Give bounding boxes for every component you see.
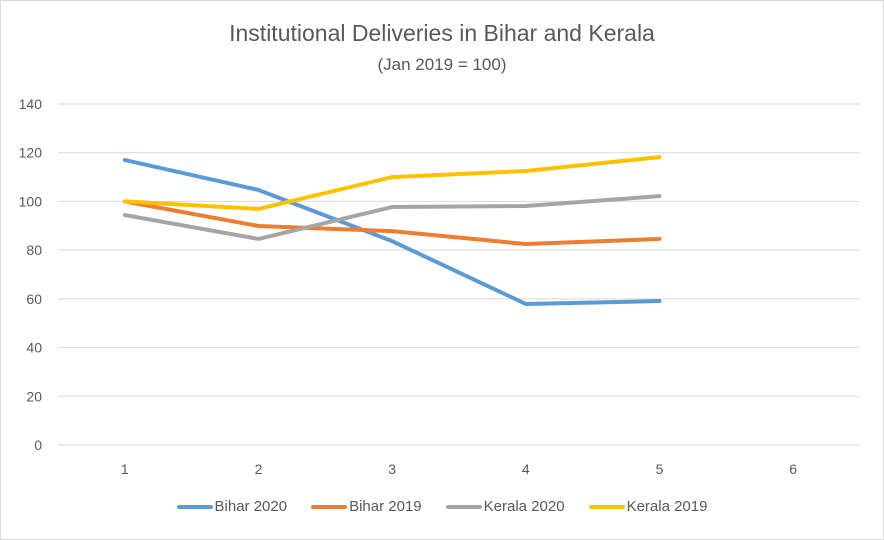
y-tick-label: 40 <box>26 340 42 356</box>
x-tick-label: 3 <box>388 461 396 477</box>
x-tick-label: 2 <box>255 461 263 477</box>
y-tick-label: 120 <box>19 145 43 161</box>
legend-label: Kerala 2020 <box>483 498 565 515</box>
legend-label: Kerala 2019 <box>626 498 708 515</box>
y-tick-label: 100 <box>19 193 43 209</box>
legend-item: Kerala 2019 <box>588 498 708 515</box>
gridlines <box>58 103 860 446</box>
legend-swatch <box>176 504 213 509</box>
x-tick-label: 1 <box>121 461 129 477</box>
legend-swatch <box>588 504 625 509</box>
y-tick-label: 140 <box>19 96 43 112</box>
legend: Bihar 2020 Bihar 2019 Kerala 2020 Kerala 20… <box>0 498 884 515</box>
x-tick-label: 4 <box>522 461 530 477</box>
y-axis-ticks: 0 20 40 60 80 100 120 140 <box>19 96 43 453</box>
chart-subtitle: (Jan 2019 = 100) <box>377 55 507 74</box>
series-lines <box>122 155 662 306</box>
legend-label: Bihar 2019 <box>349 498 422 515</box>
legend-label: Bihar 2020 <box>214 498 288 515</box>
y-tick-label: 20 <box>26 388 42 404</box>
y-tick-label: 80 <box>26 242 42 258</box>
x-tick-label: 6 <box>789 461 797 477</box>
legend-swatch <box>311 504 348 509</box>
chart-title: Institutional Deliveries in Bihar and Ke… <box>229 20 655 46</box>
y-tick-label: 60 <box>26 291 42 307</box>
x-tick-label: 5 <box>656 461 664 477</box>
legend-item: Bihar 2020 <box>176 498 288 515</box>
legend-item: Bihar 2019 <box>311 498 422 515</box>
y-tick-label: 0 <box>34 437 42 453</box>
legend-item: Kerala 2020 <box>445 498 565 515</box>
x-axis-ticks: 1 2 3 4 5 6 <box>121 461 797 477</box>
legend-swatch <box>445 504 482 509</box>
